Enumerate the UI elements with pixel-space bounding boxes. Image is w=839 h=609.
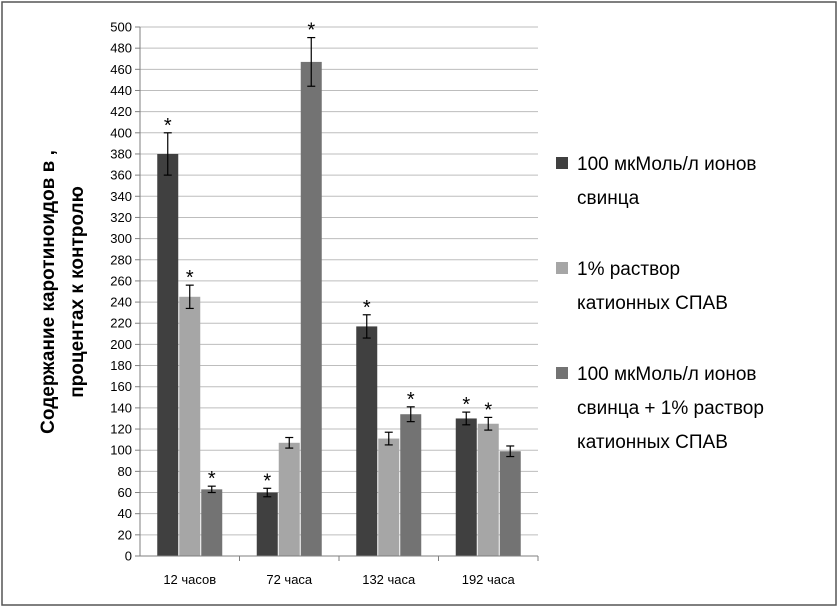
bar bbox=[455, 418, 477, 556]
y-tick-label: 180 bbox=[110, 358, 132, 373]
legend-swatch bbox=[556, 367, 568, 379]
y-tick-label: 120 bbox=[110, 422, 132, 437]
x-tick-label: 72 часа bbox=[266, 572, 313, 587]
y-tick-label: 160 bbox=[110, 379, 132, 394]
y-tick-label: 200 bbox=[110, 337, 132, 352]
legend: 100 мкМоль/л ионов свинца 1% раствор катион… bbox=[556, 154, 764, 453]
bar bbox=[477, 423, 499, 556]
legend-label: 1% раствор bbox=[577, 259, 680, 280]
bar bbox=[278, 442, 300, 556]
x-tick-label: 132 часа bbox=[362, 572, 416, 587]
y-tick-label: 300 bbox=[110, 231, 132, 246]
bar bbox=[378, 438, 400, 556]
y-tick-label: 480 bbox=[110, 41, 132, 56]
axes bbox=[135, 26, 539, 561]
legend-label: катионных СПАВ bbox=[577, 432, 728, 453]
legend-entry: 100 мкМоль/л ионов свинца bbox=[556, 154, 757, 209]
y-tick-label: 240 bbox=[110, 295, 132, 310]
y-tick-label: 80 bbox=[118, 464, 132, 479]
x-tick-label: 192 часа bbox=[462, 572, 516, 587]
y-axis-tick-labels: 0 20 40 60 80 100 120 140 160 180 200 220 240 260 280 3… bbox=[110, 20, 132, 564]
legend-swatch bbox=[556, 157, 568, 169]
significance-marker: * bbox=[484, 399, 492, 421]
bar bbox=[256, 492, 278, 556]
y-tick-label: 320 bbox=[110, 210, 132, 225]
y-tick-label: 360 bbox=[110, 168, 132, 183]
y-axis-label-line: процентах к контролю bbox=[67, 186, 88, 398]
y-tick-label: 420 bbox=[110, 104, 132, 119]
legend-entry: 100 мкМоль/л ионов свинца + 1% раствор кат… bbox=[556, 364, 764, 453]
significance-marker: * bbox=[407, 389, 415, 411]
bar bbox=[400, 414, 422, 556]
significance-marker: * bbox=[186, 267, 194, 289]
y-axis-label-line: Содержание каротиноидов в , bbox=[38, 150, 59, 434]
legend-label: свинца bbox=[577, 188, 640, 209]
bar bbox=[201, 489, 223, 556]
y-tick-label: 20 bbox=[118, 527, 132, 542]
bar bbox=[157, 153, 179, 556]
bar bbox=[499, 451, 521, 556]
y-tick-label: 40 bbox=[118, 506, 132, 521]
legend-label: катионных СПАВ bbox=[577, 293, 728, 314]
y-tick-label: 220 bbox=[110, 316, 132, 331]
y-tick-label: 440 bbox=[110, 83, 132, 98]
bar bbox=[179, 296, 201, 556]
legend-label: 100 мкМоль/л ионов bbox=[577, 154, 757, 175]
significance-marker: * bbox=[164, 115, 172, 137]
x-axis-tick-labels: 12 часов 72 часа 132 часа 192 часа bbox=[163, 572, 515, 587]
bars: * * * * * * * * * bbox=[157, 20, 521, 556]
legend-label: 100 мкМоль/л ионов bbox=[577, 364, 757, 385]
x-tick-label: 12 часов bbox=[163, 572, 216, 587]
significance-marker: * bbox=[462, 394, 470, 416]
y-tick-label: 400 bbox=[110, 125, 132, 140]
y-tick-label: 340 bbox=[110, 189, 132, 204]
y-tick-label: 260 bbox=[110, 273, 132, 288]
y-tick-label: 380 bbox=[110, 146, 132, 161]
y-tick-label: 0 bbox=[125, 549, 132, 564]
y-axis-label: Содержание каротиноидов в , процентах к к… bbox=[38, 150, 88, 434]
significance-marker: * bbox=[307, 20, 315, 42]
bar bbox=[300, 61, 322, 556]
legend-label: свинца + 1% раствор bbox=[577, 398, 764, 419]
legend-entry: 1% раствор катионных СПАВ bbox=[556, 259, 728, 314]
y-tick-label: 60 bbox=[118, 485, 132, 500]
significance-marker: * bbox=[363, 297, 371, 319]
y-tick-label: 140 bbox=[110, 400, 132, 415]
y-tick-label: 100 bbox=[110, 443, 132, 458]
bar bbox=[356, 326, 378, 556]
y-tick-label: 280 bbox=[110, 252, 132, 267]
significance-marker: * bbox=[208, 468, 216, 490]
y-axis-label-text: Содержание каротиноидов в , процентах к к… bbox=[38, 150, 88, 434]
y-tick-label: 500 bbox=[110, 20, 132, 35]
significance-marker: * bbox=[263, 470, 271, 492]
legend-swatch bbox=[556, 262, 568, 274]
y-tick-label: 460 bbox=[110, 62, 132, 77]
